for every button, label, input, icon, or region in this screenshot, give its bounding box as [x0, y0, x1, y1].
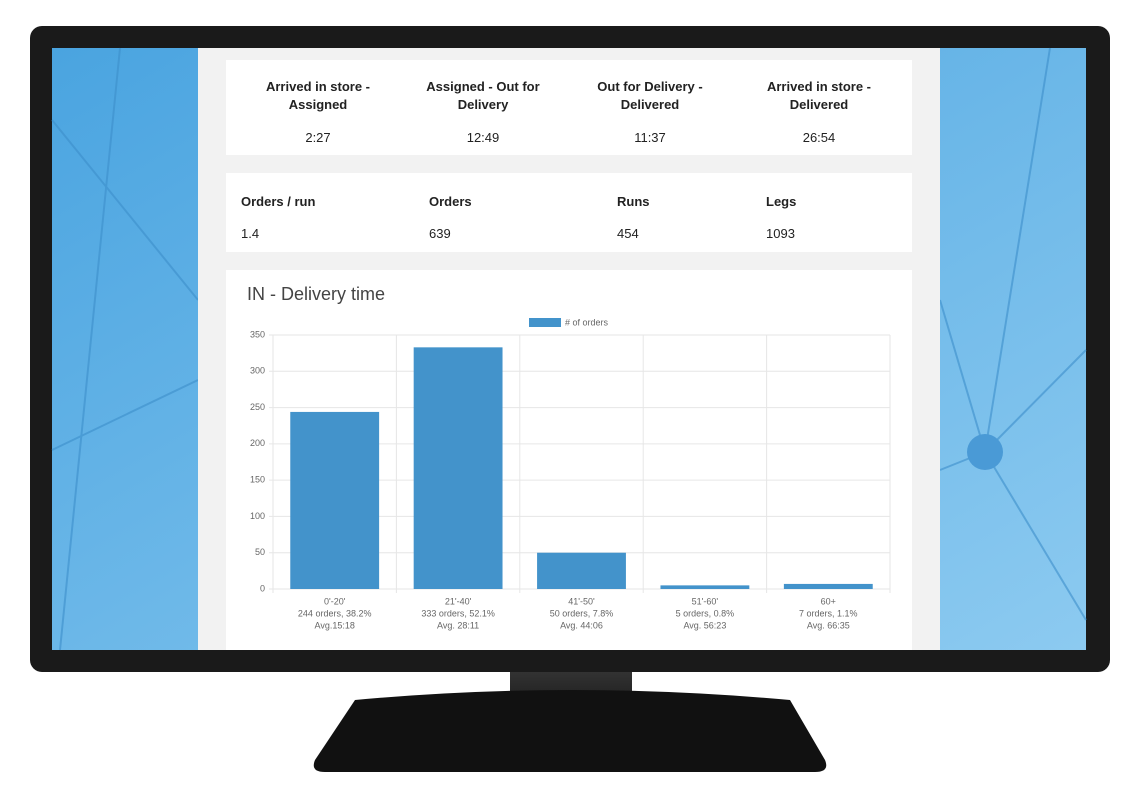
- metric-value: 12:49: [466, 130, 500, 145]
- chart: IN - Delivery time 0 50 100 150 200 250 300 350…: [247, 284, 891, 630]
- x-tick-detail: 50 orders, 7.8%: [550, 608, 614, 618]
- stat-value: 1.4: [241, 226, 260, 241]
- x-tick-detail: 244 orders, 38.2%: [298, 608, 372, 618]
- stats-card: Orders / run 1.4 Orders 639 Runs 454 Leg…: [226, 173, 912, 252]
- bar: [660, 585, 750, 589]
- stat-value: 1093: [766, 226, 795, 241]
- metric-value: 26:54: [802, 130, 836, 145]
- x-tick-detail: Avg. 28:11: [437, 620, 479, 630]
- bg-node: [967, 434, 1003, 470]
- legend-swatch: [529, 318, 561, 327]
- x-tick-label: 0'-20': [324, 596, 346, 606]
- x-tick-detail: Avg.15:18: [315, 620, 355, 630]
- x-tick-detail: 7 orders, 1.1%: [799, 608, 858, 618]
- y-tick-label: 100: [250, 511, 265, 521]
- y-tick-label: 250: [250, 402, 265, 412]
- chart-title: IN - Delivery time: [247, 284, 385, 304]
- stand-base: [313, 690, 827, 772]
- bar: [413, 347, 503, 589]
- x-tick-label: 21'-40': [445, 596, 472, 606]
- stat-label: Orders: [429, 194, 472, 209]
- metric-label: Out for Delivery - Delivered: [597, 79, 703, 112]
- y-tick-label: 200: [250, 438, 265, 448]
- chart-card: IN - Delivery time 0 50 100 150 200 250 300 350…: [226, 270, 912, 650]
- x-tick-detail: Avg. 56:23: [683, 620, 726, 630]
- y-tick-label: 150: [250, 475, 265, 485]
- stat-value: 639: [429, 226, 451, 241]
- y-tick-label: 300: [250, 366, 265, 376]
- bar: [537, 552, 626, 589]
- x-tick-detail: Avg. 66:35: [807, 620, 850, 630]
- legend-label: # of orders: [565, 317, 609, 327]
- y-tick-label: 50: [255, 547, 265, 557]
- metric-value: 11:37: [634, 130, 666, 145]
- y-tick-label: 350: [250, 329, 265, 339]
- stat-label: Runs: [617, 194, 650, 209]
- y-tick-label: 0: [260, 583, 265, 593]
- stat-label: Legs: [766, 194, 797, 209]
- metric-label: Arrived in store - Delivered: [766, 79, 872, 112]
- bar: [783, 583, 873, 589]
- x-tick-label: 41'-50': [568, 596, 595, 606]
- stat-label: Orders / run: [241, 194, 316, 209]
- metric-label: Arrived in store - Assigned: [265, 79, 371, 112]
- x-tick-detail: 5 orders, 0.8%: [676, 608, 735, 618]
- x-tick-label: 60+: [821, 596, 836, 606]
- metrics-card: Arrived in store - Assigned 2:27 Assigne…: [226, 60, 912, 155]
- metric-label: Assigned - Out for Delivery: [426, 79, 540, 112]
- x-tick-label: 51'-60': [692, 596, 719, 606]
- x-tick-detail: Avg. 44:06: [560, 620, 603, 630]
- bg-lines: [51, 47, 1087, 651]
- stat-value: 454: [617, 226, 639, 241]
- bar: [290, 411, 380, 589]
- metric-value: 2:27: [305, 130, 331, 145]
- x-tick-detail: 333 orders, 52.1%: [421, 608, 495, 618]
